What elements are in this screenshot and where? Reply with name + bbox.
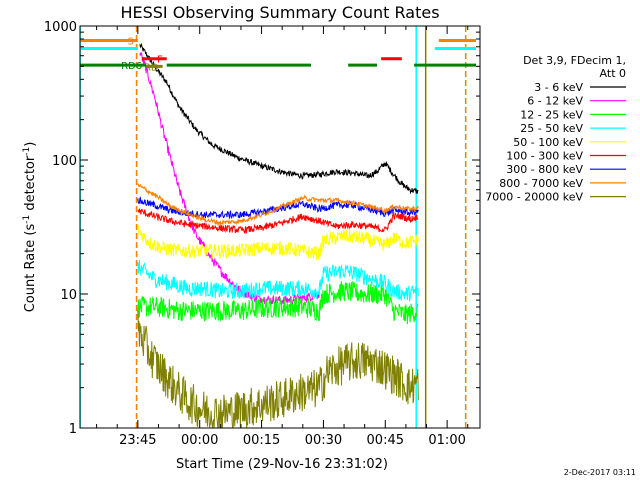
series-line-4 [137, 224, 419, 261]
x-tick-label-1: 00:00 [181, 433, 218, 448]
y-axis-title-mid: detector [23, 155, 38, 215]
series-line-2 [137, 280, 419, 325]
y-tick-label-3: 1000 [44, 20, 77, 35]
date-stamp: 2-Dec-2017 03:11 [564, 468, 636, 477]
legend-label-4: 50 - 100 keV [513, 136, 583, 149]
x-tick-label-4: 00:45 [367, 433, 404, 448]
legend-label-1: 6 - 12 keV [527, 95, 583, 108]
y-tick-label-2: 100 [52, 154, 77, 169]
series-line-8 [137, 310, 419, 428]
series-line-7 [137, 183, 419, 227]
legend-label-2: 12 - 25 keV [520, 108, 583, 121]
y-axis-title: Count Rate (s-1 detector-1) [22, 142, 38, 313]
series-line-0 [139, 42, 419, 195]
x-tick-label-5: 01:00 [428, 433, 465, 448]
plot-frame [79, 25, 481, 429]
x-tick-label-3: 00:30 [305, 433, 342, 448]
legend-label-6: 300 - 800 keV [506, 163, 583, 176]
legend-header-line-2: Att 0 [600, 67, 626, 80]
legend-label-5: 100 - 300 keV [506, 150, 583, 163]
y-tick-label-0: 1 [69, 422, 77, 437]
y-tick-label-1: 10 [60, 288, 77, 303]
y-axis-title-main: Count Rate (s [23, 224, 38, 313]
x-axis-title: Start Time (29-Nov-16 23:31:02) [176, 457, 388, 472]
series-line-5 [137, 208, 419, 235]
y-axis-title-end: ) [23, 142, 38, 147]
x-tick-label-0: 23:45 [119, 433, 156, 448]
chart-title: HESSI Observing Summary Count Rates [120, 3, 439, 22]
legend-label-8: 7000 - 20000 keV [485, 191, 583, 204]
legend-label-7: 800 - 7000 keV [499, 177, 583, 190]
interval-label-2: F [157, 55, 163, 66]
interval-label-0: S [127, 36, 133, 47]
x-tick-label-2: 00:15 [243, 433, 280, 448]
interval-label-4: RD6 [121, 61, 142, 72]
legend-header-line-1: Det 3,9, FDecim 1, [523, 54, 626, 67]
legend-label-3: 25 - 50 keV [520, 122, 583, 135]
y-axis-title-sup1: -1 [22, 215, 32, 224]
interval-label-3: RD [144, 62, 159, 73]
legend-label-0: 3 - 6 keV [534, 81, 583, 94]
series-line-3 [137, 259, 419, 302]
y-axis-title-sup2: -1 [22, 147, 32, 156]
series-line-1 [139, 52, 320, 306]
